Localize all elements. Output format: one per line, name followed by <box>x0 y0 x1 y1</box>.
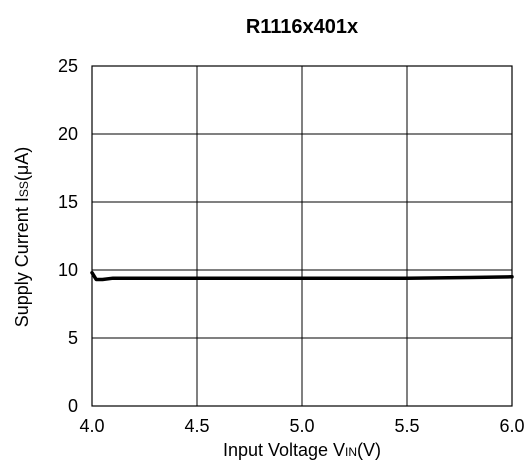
data-series <box>90 270 514 282</box>
x-axis-label-main: Input Voltage V <box>222 440 346 460</box>
y-axis-label-subscript: SS <box>17 181 31 198</box>
y-axis-label: Supply Current ISS(μA) <box>12 77 34 397</box>
tick-labels: 4.0 4.5 5.0 5.5 6.0 0 5 10 15 20 25 <box>58 56 525 436</box>
y-tick-label: 20 <box>58 124 78 144</box>
x-tick-label: 4.5 <box>184 416 209 436</box>
x-axis-label-unit: (V) <box>357 440 382 460</box>
y-tick-label: 15 <box>58 192 78 212</box>
x-axis-label: Input Voltage VIN(V) <box>92 440 512 461</box>
grid-lines <box>91 65 513 407</box>
plot-area-border <box>91 65 513 407</box>
chart-title: R1116x401x <box>245 16 359 38</box>
y-tick-label: 5 <box>68 328 78 348</box>
y-axis-label-main: Supply Current I <box>12 197 32 328</box>
x-tick-label: 5.0 <box>289 416 314 436</box>
x-tick-label: 5.5 <box>394 416 419 436</box>
y-axis-label-unit: (μA) <box>12 146 32 182</box>
x-tick-label: 4.0 <box>79 416 104 436</box>
y-tick-label: 10 <box>58 260 78 280</box>
series-line <box>90 270 514 282</box>
y-tick-label: 0 <box>68 396 78 416</box>
x-tick-label: 6.0 <box>499 416 524 436</box>
x-axis-label-subscript: IN <box>345 445 358 459</box>
y-tick-label: 25 <box>58 56 78 76</box>
